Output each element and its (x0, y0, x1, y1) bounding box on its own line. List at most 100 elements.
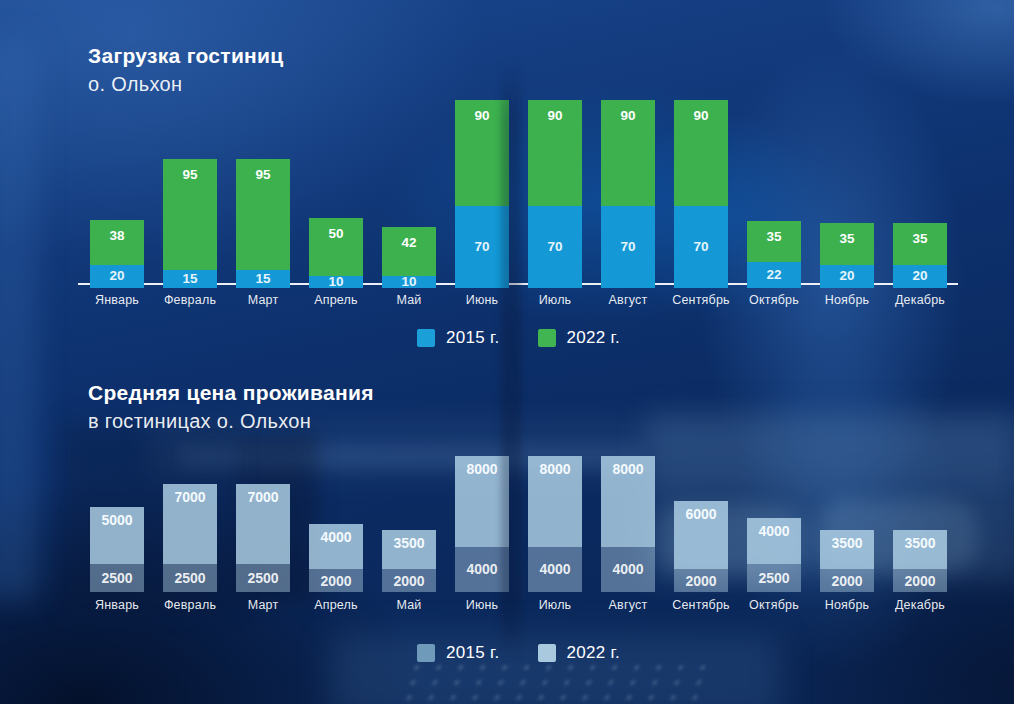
bar-июнь: 90 70 (455, 100, 509, 288)
bar-segment-2022: 35 (893, 223, 947, 264)
bar-segment-2015: 2500 (747, 564, 801, 592)
value-label-2015: 2000 (309, 574, 363, 588)
bar-segment-2015: 10 (309, 276, 363, 288)
value-label-2015: 2500 (747, 571, 801, 585)
bar-сентябрь: 90 70 (674, 100, 728, 288)
bar-segment-2022: 8000 (528, 456, 582, 547)
bar-segment-2015: 4000 (528, 547, 582, 592)
bar-segment-2022: 8000 (601, 456, 655, 547)
x-label-декабрь: Декабрь (875, 598, 965, 612)
bar-июль: 9070 (528, 100, 582, 288)
bar-февраль: 7000 2500 (163, 484, 217, 592)
value-label-2015: 15 (236, 272, 290, 286)
value-label-2022: 95 (236, 168, 290, 182)
legend-label-2015: 2015 г. (446, 328, 500, 348)
bar-февраль: 9515 (163, 159, 217, 288)
bar-segment-2015: 10 (382, 276, 436, 288)
value-label-2022: 35 (820, 232, 874, 246)
bar-segment-2015: 2000 (674, 569, 728, 592)
value-label-2022: 42 (382, 236, 436, 250)
bar-segment-2022: 35 (820, 223, 874, 264)
legend-item-2015: 2015 г. (417, 328, 500, 348)
bar-segment-2022: 90 (601, 100, 655, 206)
bar-апрель: 5010 (309, 218, 363, 289)
value-label-2015: 20 (820, 270, 874, 284)
bar-август: 8000 4000 (601, 456, 655, 592)
price-legend: 2015 г. 2022 г. (90, 643, 947, 663)
bar-segment-2015: 15 (236, 270, 290, 288)
value-label-2015: 70 (455, 240, 509, 254)
bar-segment-2022: 3500 (820, 530, 874, 570)
value-label-2022: 90 (674, 109, 728, 123)
value-label-2015: 22 (747, 268, 801, 282)
bar-segment-2015: 20 (820, 265, 874, 289)
value-label-2022: 35 (893, 232, 947, 246)
bar-апрель: 4000 2000 (309, 524, 363, 592)
value-label-2015: 10 (309, 275, 363, 289)
bar-segment-2015: 70 (601, 206, 655, 288)
value-label-2022: 90 (455, 109, 509, 123)
bar-segment-2015: 2500 (90, 564, 144, 592)
legend-swatch-2015 (417, 644, 435, 662)
value-label-2022: 3500 (893, 536, 947, 550)
value-label-2022: 8000 (528, 462, 582, 476)
value-label-2015: 2500 (236, 571, 290, 585)
bar-segment-2015: 4000 (601, 547, 655, 592)
bar-май: 42 10 (382, 227, 436, 288)
occupancy-plot: 3820951595155010421090709070907090703522… (90, 100, 947, 288)
bar-segment-2015: 2500 (163, 564, 217, 592)
bar-segment-2022: 3500 (893, 530, 947, 570)
bar-segment-2022: 35 (747, 221, 801, 262)
bar-март: 7000 2500 (236, 484, 290, 592)
bar-segment-2015: 4000 (455, 547, 509, 592)
bar-segment-2022: 42 (382, 227, 436, 276)
bar-segment-2022: 3500 (382, 530, 436, 570)
bar-июнь: 8000 4000 (455, 456, 509, 592)
value-label-2022: 6000 (674, 507, 728, 521)
legend-label-2015: 2015 г. (446, 643, 500, 663)
legend-label-2022: 2022 г. (567, 643, 621, 663)
price-plot: 5000250070002500700025004000200035002000… (90, 456, 947, 592)
bar-segment-2022: 7000 (163, 484, 217, 563)
bar-май: 3500 2000 (382, 530, 436, 592)
bar-сентябрь: 6000 2000 (674, 501, 728, 592)
bar-декабрь: 3500 2000 (893, 530, 947, 592)
value-label-2015: 4000 (528, 562, 582, 576)
bar-segment-2015: 22 (747, 262, 801, 288)
bar-segment-2022: 90 (455, 100, 509, 206)
bar-январь: 3820 (90, 220, 144, 288)
value-label-2022: 8000 (455, 462, 509, 476)
value-label-2022: 38 (90, 229, 144, 243)
bar-segment-2015: 2500 (236, 564, 290, 592)
bar-segment-2015: 15 (163, 270, 217, 288)
bar-segment-2022: 95 (163, 159, 217, 271)
value-label-2015: 2000 (382, 574, 436, 588)
price-chart-subtitle: в гостиницах о. Ольхон (88, 410, 311, 433)
slide: Загрузка гостиниц о. Ольхон 382095159515… (0, 0, 1014, 704)
bar-segment-2015: 20 (893, 265, 947, 289)
bar-segment-2022: 4000 (747, 518, 801, 563)
price-chart-title: Средняя цена проживания (88, 381, 374, 405)
bar-segment-2022: 6000 (674, 501, 728, 569)
bar-segment-2015: 2000 (309, 569, 363, 592)
value-label-2015: 70 (601, 240, 655, 254)
bar-segment-2015: 2000 (382, 569, 436, 592)
value-label-2022: 4000 (747, 524, 801, 538)
legend-item-2015: 2015 г. (417, 643, 500, 663)
value-label-2015: 2000 (893, 574, 947, 588)
bar-segment-2015: 2000 (820, 569, 874, 592)
bar-июль: 8000 4000 (528, 456, 582, 592)
value-label-2022: 4000 (309, 530, 363, 544)
value-label-2015: 70 (674, 240, 728, 254)
value-label-2022: 7000 (163, 490, 217, 504)
bg-left-edge (0, 40, 38, 600)
bar-segment-2022: 7000 (236, 484, 290, 563)
bar-segment-2022: 50 (309, 218, 363, 277)
value-label-2022: 3500 (382, 536, 436, 550)
legend-swatch-2022 (538, 329, 556, 347)
value-label-2015: 2500 (90, 571, 144, 585)
bar-март: 95 15 (236, 159, 290, 288)
bar-segment-2022: 4000 (309, 524, 363, 569)
occupancy-chart-subtitle: о. Ольхон (88, 73, 182, 96)
value-label-2015: 4000 (601, 562, 655, 576)
